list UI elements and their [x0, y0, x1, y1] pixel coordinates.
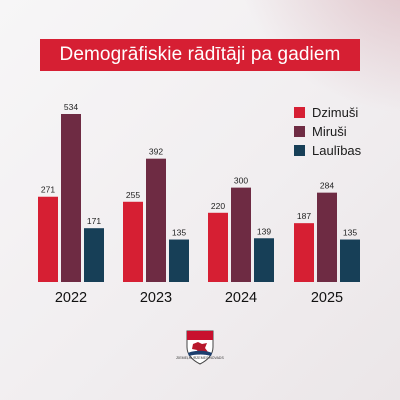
bar-2024-miruši [231, 187, 251, 282]
legend-label-laulibas: Laulības [312, 143, 362, 158]
legend-label-dzimusi: Dzimuši [312, 105, 359, 120]
bar-2023-miruši [146, 158, 166, 282]
x-tick-label-2023: 2023 [140, 290, 172, 306]
bar-2024-laulības [254, 238, 274, 282]
legend-item-mirusi: Miruši [294, 123, 361, 140]
data-label-2023-laulības: 135 [172, 228, 186, 238]
x-tick-label-2024: 2024 [225, 290, 257, 306]
bar-2025-dzimuši [294, 223, 314, 282]
data-label-2024-laulības: 139 [257, 226, 271, 236]
data-label-2023-miruši: 392 [149, 147, 163, 157]
legend-swatch-dzimusi [294, 107, 305, 118]
x-tick-label-2022: 2022 [55, 290, 87, 306]
data-label-2022-miruši: 534 [64, 102, 78, 112]
bar-2022-laulības [84, 228, 104, 282]
data-label-2022-dzimuši: 271 [41, 185, 55, 195]
data-label-2025-laulības: 135 [343, 228, 357, 238]
bar-2022-dzimuši [38, 196, 58, 282]
bar-2025-miruši [317, 192, 337, 282]
logo-text: ZIEMEĻKURZEMES NOVADS [176, 356, 224, 360]
bar-2023-laulības [169, 239, 189, 282]
legend: Dzimuši Miruši Laulības [294, 104, 361, 161]
bar-2025-laulības [340, 239, 360, 282]
x-tick-label-2025: 2025 [311, 290, 343, 306]
legend-swatch-laulibas [294, 145, 305, 156]
bar-2023-dzimuši [123, 201, 143, 282]
legend-label-mirusi: Miruši [312, 124, 347, 139]
legend-item-dzimusi: Dzimuši [294, 104, 361, 121]
data-label-2025-dzimuši: 187 [297, 211, 311, 221]
data-label-2024-miruši: 300 [234, 176, 248, 186]
data-label-2023-dzimuši: 255 [126, 190, 140, 200]
data-label-2025-miruši: 284 [320, 181, 334, 191]
bar-2022-miruši [61, 114, 81, 282]
legend-item-laulibas: Laulības [294, 142, 361, 159]
data-label-2022-laulības: 171 [87, 216, 101, 226]
chart-title: Demogrāfiskie rādītāji pa gadiem [40, 39, 360, 71]
legend-swatch-mirusi [294, 126, 305, 137]
coat-of-arms-logo [186, 330, 214, 365]
bar-2024-dzimuši [208, 212, 228, 282]
data-label-2024-dzimuši: 220 [211, 201, 225, 211]
